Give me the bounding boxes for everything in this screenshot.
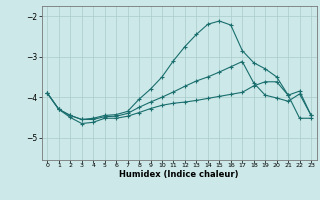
X-axis label: Humidex (Indice chaleur): Humidex (Indice chaleur): [119, 170, 239, 179]
